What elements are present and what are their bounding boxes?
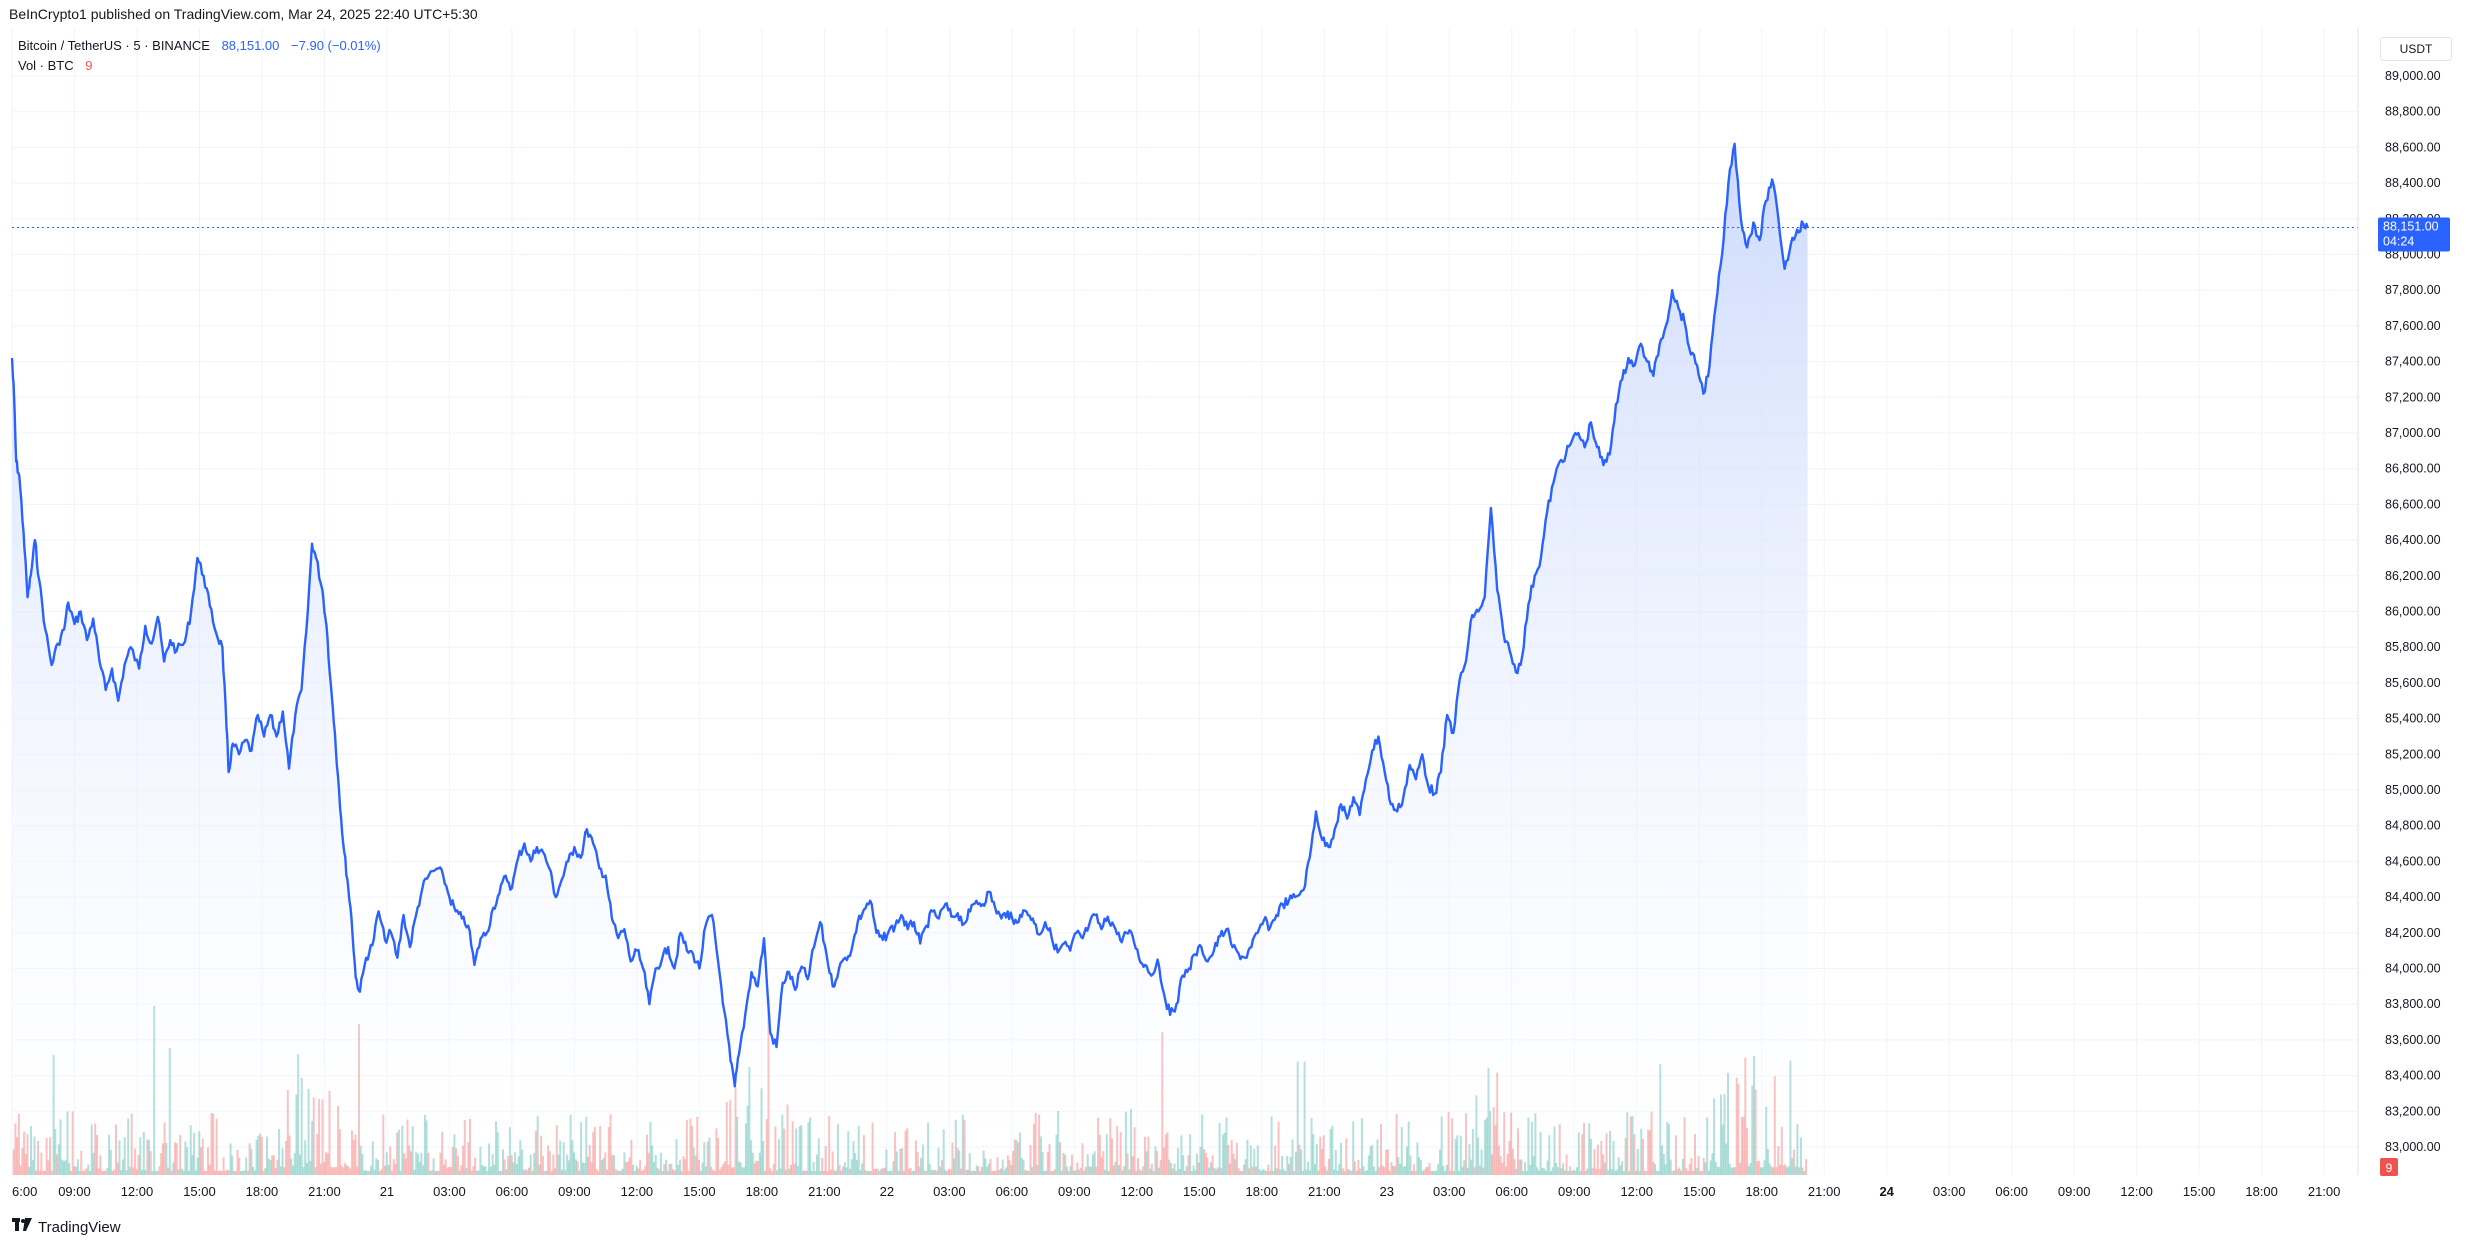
legend-change: −7.90 (−0.01%) [291, 38, 381, 53]
x-tick-label: 03:00 [433, 1184, 466, 1199]
tradingview-brand[interactable]: TradingView [12, 1218, 121, 1237]
y-tick-label: 86,000.00 [2385, 605, 2441, 619]
legend-symbol-row: Bitcoin / TetherUS · 5 · BINANCE 88,151.… [18, 36, 381, 56]
x-tick-label: 09:00 [58, 1184, 91, 1199]
x-tick-label: 03:00 [933, 1184, 966, 1199]
last-price-badge: 88,151.00 04:24 [2378, 217, 2450, 252]
y-tick-label: 87,000.00 [2385, 426, 2441, 440]
y-tick-label: 85,400.00 [2385, 712, 2441, 726]
x-tick-label: 15:00 [2183, 1184, 2216, 1199]
y-tick-label: 87,800.00 [2385, 283, 2441, 297]
publish-info: BeInCrypto1 published on TradingView.com… [9, 6, 478, 22]
y-tick-label: 86,400.00 [2385, 533, 2441, 547]
y-tick-label: 85,000.00 [2385, 783, 2441, 797]
legend-volume-value: 9 [85, 58, 93, 73]
x-tick-label: 09:00 [558, 1184, 591, 1199]
x-tick-label: 15:00 [1683, 1184, 1716, 1199]
x-tick-label: 21:00 [1808, 1184, 1841, 1199]
x-tick-label: 09:00 [2058, 1184, 2091, 1199]
x-tick-label: 12:00 [1620, 1184, 1653, 1199]
x-tick-label: 15:00 [183, 1184, 216, 1199]
y-tick-label: 87,200.00 [2385, 390, 2441, 404]
y-tick-label: 84,200.00 [2385, 926, 2441, 940]
y-tick-label: 85,600.00 [2385, 676, 2441, 690]
x-tick-label: 06:00 [1995, 1184, 2028, 1199]
x-tick-label: 18:00 [746, 1184, 779, 1199]
y-tick-label: 83,400.00 [2385, 1069, 2441, 1083]
tradingview-logo-icon [12, 1218, 32, 1237]
y-tick-label: 83,600.00 [2385, 1033, 2441, 1047]
tradingview-wordmark: TradingView [38, 1219, 121, 1236]
x-tick-label: 12:00 [2120, 1184, 2153, 1199]
x-tick-label: 03:00 [1933, 1184, 1966, 1199]
x-tick-label: 18:00 [246, 1184, 279, 1199]
x-tick-label: 21:00 [2308, 1184, 2341, 1199]
y-tick-label: 83,200.00 [2385, 1104, 2441, 1118]
y-tick-label: 85,800.00 [2385, 640, 2441, 654]
legend-last-price: 88,151.00 [221, 38, 280, 53]
chart-legend: Bitcoin / TetherUS · 5 · BINANCE 88,151.… [18, 36, 381, 76]
x-tick-label: 18:00 [2245, 1184, 2278, 1199]
legend-symbol[interactable]: Bitcoin / TetherUS · 5 · BINANCE [18, 38, 210, 53]
x-tick-label: 06:00 [996, 1184, 1029, 1199]
currency-button[interactable]: USDT [2380, 37, 2452, 61]
x-tick-label: 06:00 [496, 1184, 529, 1199]
y-tick-label: 84,400.00 [2385, 890, 2441, 904]
price-line [10, 142, 1809, 1088]
x-tick-label: 6:00 [12, 1184, 37, 1199]
x-tick-label: 24 [1879, 1184, 1894, 1199]
y-tick-label: 86,600.00 [2385, 497, 2441, 511]
x-tick-label: 12:00 [621, 1184, 654, 1199]
y-tick-label: 85,200.00 [2385, 747, 2441, 761]
x-tick-label: 06:00 [1495, 1184, 1528, 1199]
x-tick-label: 03:00 [1433, 1184, 1466, 1199]
y-tick-label: 83,800.00 [2385, 997, 2441, 1011]
x-tick-label: 18:00 [1246, 1184, 1279, 1199]
y-tick-label: 88,600.00 [2385, 140, 2441, 154]
y-tick-label: 88,800.00 [2385, 105, 2441, 119]
x-tick-label: 09:00 [1558, 1184, 1591, 1199]
y-tick-label: 83,000.00 [2385, 1140, 2441, 1154]
y-tick-label: 87,600.00 [2385, 319, 2441, 333]
x-tick-label: 21 [380, 1184, 394, 1199]
x-tick-label: 21:00 [308, 1184, 341, 1199]
x-tick-label: 18:00 [1745, 1184, 1778, 1199]
volume-badge-value: 9 [2386, 1161, 2393, 1175]
x-tick-label: 21:00 [808, 1184, 841, 1199]
x-tick-label: 15:00 [683, 1184, 716, 1199]
y-tick-label: 84,600.00 [2385, 854, 2441, 868]
price-area [12, 143, 1808, 1175]
y-tick-label: 89,000.00 [2385, 69, 2441, 83]
y-tick-label: 88,400.00 [2385, 176, 2441, 190]
volume-badge: 9 [2380, 1158, 2398, 1176]
x-tick-label: 23 [1380, 1184, 1394, 1199]
x-tick-label: 15:00 [1183, 1184, 1216, 1199]
y-tick-label: 84,800.00 [2385, 819, 2441, 833]
time-scale[interactable]: 6:00 09:00 12:00 15:00 18:00 21:00 21 03:00 06:0… [12, 1184, 2340, 1199]
x-tick-label: 12:00 [1121, 1184, 1154, 1199]
x-tick-label: 09:00 [1058, 1184, 1091, 1199]
y-tick-label: 84,000.00 [2385, 962, 2441, 976]
y-tick-label: 86,200.00 [2385, 569, 2441, 583]
x-tick-label: 22 [880, 1184, 894, 1199]
last-price-badge-value: 88,151.00 [2383, 220, 2439, 234]
last-price-countdown: 04:24 [2383, 235, 2414, 249]
x-tick-label: 12:00 [121, 1184, 154, 1199]
x-tick-label: 21:00 [1308, 1184, 1341, 1199]
y-tick-label: 86,800.00 [2385, 462, 2441, 476]
legend-volume-label[interactable]: Vol · BTC [18, 58, 74, 73]
legend-volume-row: Vol · BTC 9 [18, 56, 381, 76]
y-tick-label: 87,400.00 [2385, 355, 2441, 369]
